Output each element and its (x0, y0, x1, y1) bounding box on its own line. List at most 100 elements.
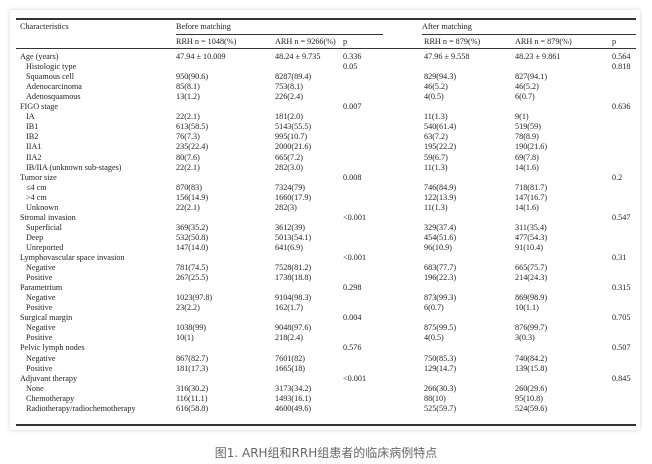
row-label: IIA2 (26, 152, 42, 162)
cell-rrh-before: 80(7.6) (176, 152, 200, 162)
cell-arh-before: 5013(54.1) (275, 232, 312, 242)
cell-p-before: 0.298 (343, 283, 362, 293)
cell-arh-before: 641(6.9) (275, 242, 303, 252)
cell-rrh-before: 22(2.1) (176, 112, 200, 122)
row-label: Adenocarcinoma (26, 82, 82, 92)
cell-p-after: 0.31 (612, 253, 627, 262)
cell-arh-after: 869(98.9) (515, 293, 548, 303)
row-label: None (26, 383, 44, 393)
cell-arh-before: 226(2.4) (275, 92, 303, 102)
cell-rrh-after: 525(59.7) (424, 403, 457, 413)
cell-rrh-before: 235(22.4) (176, 142, 209, 152)
cell-arh-after: 3(0.3) (515, 333, 535, 343)
cell-rrh-before: 532(50.8) (176, 232, 209, 242)
row-label: Negative (26, 353, 56, 363)
cell-rrh-after: 59(6.7) (424, 152, 448, 162)
cell-p-before: 0.576 (343, 343, 362, 353)
cell-arh-before: 162(1.7) (275, 303, 303, 313)
cell-p-before: 0.05 (343, 62, 358, 72)
cell-arh-after: 214(24.3) (515, 273, 548, 283)
cell-arh-before: 8287(89.4) (275, 72, 312, 82)
row-label: IB1 (26, 122, 39, 132)
cell-rrh-before: 156(14.9) (176, 192, 209, 202)
cell-arh-before: 282(3.0) (275, 162, 303, 172)
cell-p-after: 0.315 (612, 283, 631, 293)
subheader-p-before: p (343, 37, 348, 46)
row-label: Negative (26, 263, 56, 273)
cell-rrh-after: 540(61.4) (424, 122, 457, 132)
cell-arh-after: 477(54.3) (515, 232, 548, 242)
cell-rrh-before: 950(90.6) (176, 72, 209, 82)
row-label: Negative (26, 293, 56, 303)
cell-rrh-before: 13(1.2) (176, 92, 200, 102)
cell-p-before: <0.001 (343, 253, 367, 262)
bottom-rule (16, 424, 636, 426)
cell-p-after: 0.845 (612, 373, 631, 383)
cell-arh-before: 1738(18.8) (275, 273, 312, 283)
cell-rrh-after: 746(84.9) (424, 182, 457, 192)
row-label: >4 cm (26, 192, 47, 202)
cell-arh-before: 282(3) (275, 202, 297, 212)
cell-arh-before: 48.24 ± 9.735 (275, 52, 321, 61)
cell-rrh-after: 88(10) (424, 393, 446, 403)
cell-p-before: 0.004 (343, 313, 362, 323)
header-after-matching: After matching (422, 22, 472, 31)
cell-p-before: 0.008 (343, 172, 362, 182)
cell-arh-after: 95(10.8) (515, 393, 543, 403)
cell-arh-before: 9104(98.3) (275, 293, 312, 303)
cell-rrh-after: 195(22.2) (424, 142, 457, 152)
cell-arh-after: 524(59.6) (515, 403, 548, 413)
cell-arh-before: 1665(18) (275, 363, 306, 373)
top-rule (16, 18, 636, 20)
cell-arh-after: 14(1.6) (515, 162, 539, 172)
cell-p-after: 0.564 (612, 52, 631, 61)
cell-p-before: <0.001 (343, 373, 367, 383)
cell-p-before: <0.001 (343, 212, 367, 222)
cell-rrh-before: 76(7.3) (176, 132, 200, 142)
before-rule (176, 34, 383, 35)
cell-arh-before: 5143(55.5) (275, 122, 312, 132)
cell-arh-after: 9(1) (515, 112, 529, 122)
row-label: Lymphovascular space invasion (20, 253, 125, 262)
table-card: Characteristics Before matching After ma… (10, 10, 640, 430)
cell-arh-after: 740(84.2) (515, 353, 548, 363)
cell-rrh-after: 829(94.3) (424, 72, 457, 82)
row-label: Negative (26, 323, 56, 333)
cell-arh-before: 753(8.1) (275, 82, 303, 92)
cell-arh-after: 78(8.9) (515, 132, 539, 142)
row-label: Chemotherapy (26, 393, 75, 403)
cell-arh-after: 69(7.8) (515, 152, 539, 162)
cell-rrh-after: 122(13.9) (424, 192, 457, 202)
row-label: Positive (26, 273, 53, 283)
row-label: Superficial (26, 222, 62, 232)
cell-arh-before: 7324(79) (275, 182, 306, 192)
cell-rrh-before: 23(2.2) (176, 303, 200, 313)
cell-rrh-after: 129(14.7) (424, 363, 457, 373)
cell-rrh-before: 85(8.1) (176, 82, 200, 92)
row-label: Positive (26, 333, 53, 343)
cell-arh-after: 718(81.7) (515, 182, 548, 192)
cell-rrh-before: 47.94 ± 10.009 (176, 52, 226, 61)
row-label: IB/IIA (unknown sub-stages) (26, 162, 122, 172)
cell-rrh-before: 22(2.1) (176, 202, 200, 212)
subheader-rrh-after: RRH n = 879(%) (424, 37, 481, 46)
cell-rrh-before: 1023(97.8) (176, 293, 213, 303)
cell-arh-before: 7601(82) (275, 353, 306, 363)
cell-rrh-before: 781(74.5) (176, 263, 209, 273)
subheader-arh-after: ARH n = 879(%) (515, 37, 572, 46)
cell-rrh-before: 616(58.8) (176, 403, 209, 413)
cell-p-after: 0.636 (612, 102, 631, 112)
row-label: Tumor size (20, 172, 57, 182)
cell-arh-before: 665(7.2) (275, 152, 303, 162)
cell-p-after: 0.705 (612, 313, 631, 323)
cell-rrh-after: 46(5.2) (424, 82, 448, 92)
cell-arh-before: 1660(17.9) (275, 192, 312, 202)
cell-arh-before: 218(2.4) (275, 333, 303, 343)
after-rule (422, 34, 636, 35)
cell-arh-before: 1493(16.1) (275, 393, 312, 403)
cell-p-before: 0.336 (343, 52, 362, 61)
header-before-matching: Before matching (176, 22, 231, 31)
row-label: Adjuvant therapy (20, 373, 78, 383)
cell-arh-after: 6(0.7) (515, 92, 535, 102)
cell-arh-after: 147(16.7) (515, 192, 548, 202)
